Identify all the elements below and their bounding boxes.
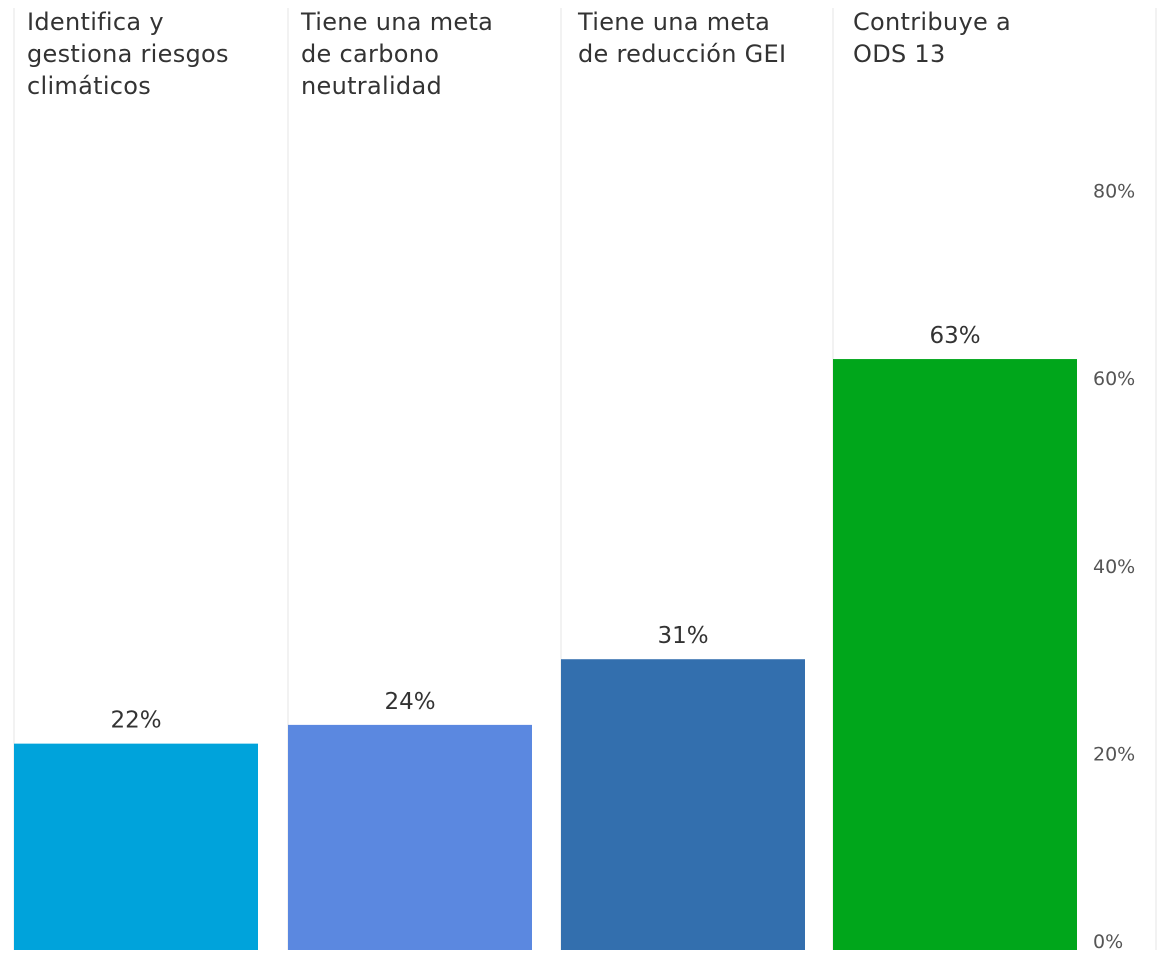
category-label-0: Identifica y gestiona riesgos climáticos (27, 6, 262, 102)
bar-1 (288, 724, 532, 950)
y-tick-label-0: 0% (1093, 931, 1123, 953)
value-label-3: 63% (929, 323, 980, 349)
category-label-2-line-1: Tiene una meta (578, 8, 771, 36)
y-tick-label-3: 60% (1093, 368, 1135, 390)
category-label-2-line-2: de reducción GEI (578, 40, 787, 68)
value-label-2: 31% (657, 623, 708, 649)
bar-0 (14, 743, 258, 950)
category-label-3-line-2: ODS 13 (853, 40, 946, 68)
category-label-3: Contribuye a ODS 13 (853, 6, 1088, 70)
category-label-0-line-1: Identifica y (27, 8, 164, 36)
y-tick-label-4: 80% (1093, 181, 1135, 203)
category-label-2: Tiene una meta de reducción GEI (578, 6, 813, 70)
category-label-3-line-1: Contribuye a (853, 8, 1011, 36)
category-label-0-line-3: climáticos (27, 72, 152, 100)
category-label-0-line-2: gestiona riesgos (27, 40, 229, 68)
category-label-1-line-3: neutralidad (301, 72, 442, 100)
y-tick-label-2: 40% (1093, 556, 1135, 578)
bar-3 (833, 359, 1077, 950)
category-label-1-line-1: Tiene una meta (301, 8, 494, 36)
category-label-1-line-2: de carbono (301, 40, 440, 68)
value-label-0: 22% (110, 708, 161, 734)
bar-2 (561, 659, 805, 950)
value-label-1: 24% (384, 689, 435, 715)
category-label-1: Tiene una meta de carbono neutralidad (301, 6, 536, 102)
y-tick-label-1: 20% (1093, 743, 1135, 765)
